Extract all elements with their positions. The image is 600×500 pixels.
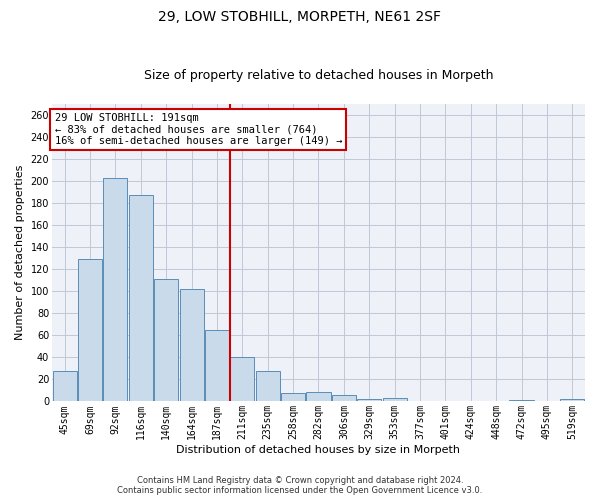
Bar xyxy=(383,398,407,402)
Bar xyxy=(154,279,178,402)
X-axis label: Distribution of detached houses by size in Morpeth: Distribution of detached houses by size … xyxy=(176,445,460,455)
Bar xyxy=(53,370,77,402)
Bar xyxy=(332,395,356,402)
Bar xyxy=(307,392,331,402)
Bar xyxy=(179,289,203,402)
Bar xyxy=(78,260,102,402)
Y-axis label: Number of detached properties: Number of detached properties xyxy=(15,165,25,340)
Bar xyxy=(509,400,533,402)
Bar xyxy=(256,370,280,402)
Bar xyxy=(281,392,305,402)
Title: Size of property relative to detached houses in Morpeth: Size of property relative to detached ho… xyxy=(144,69,493,82)
Bar xyxy=(129,196,153,402)
Bar xyxy=(230,358,254,402)
Bar xyxy=(357,399,382,402)
Bar xyxy=(205,330,229,402)
Bar xyxy=(103,178,127,402)
Bar xyxy=(560,399,584,402)
Text: 29, LOW STOBHILL, MORPETH, NE61 2SF: 29, LOW STOBHILL, MORPETH, NE61 2SF xyxy=(158,10,442,24)
Text: 29 LOW STOBHILL: 191sqm
← 83% of detached houses are smaller (764)
16% of semi-d: 29 LOW STOBHILL: 191sqm ← 83% of detache… xyxy=(55,113,342,146)
Text: Contains HM Land Registry data © Crown copyright and database right 2024.
Contai: Contains HM Land Registry data © Crown c… xyxy=(118,476,482,495)
